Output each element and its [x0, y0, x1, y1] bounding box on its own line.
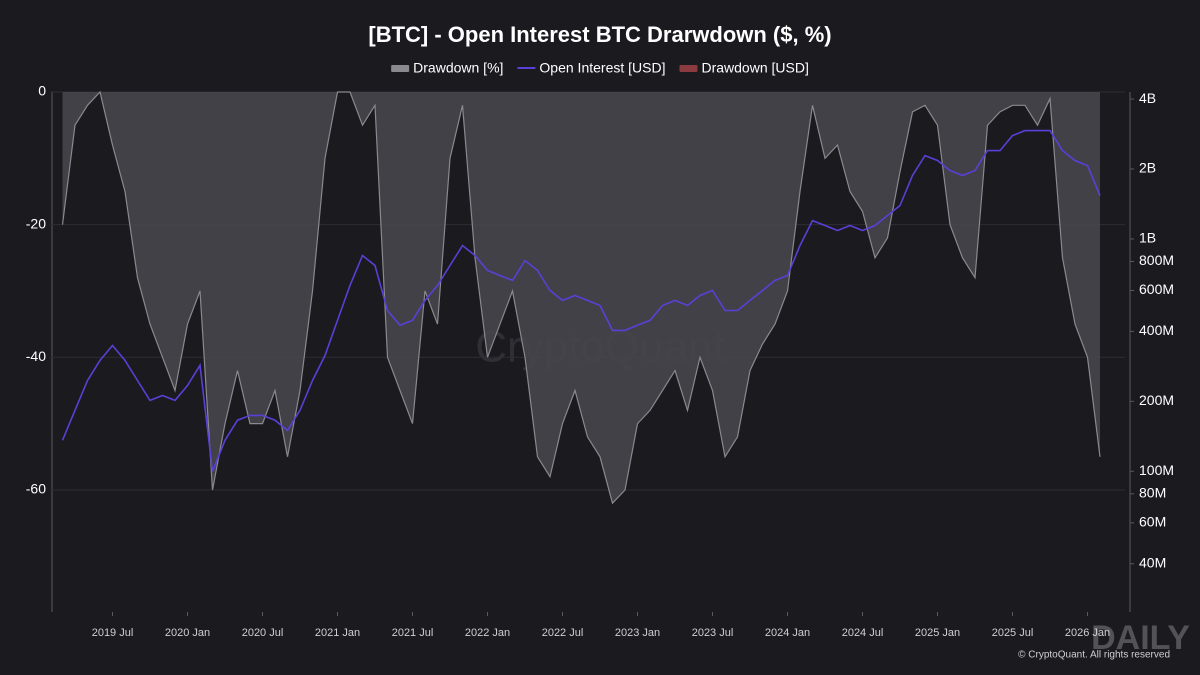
y2-tick-label: 4B [1139, 90, 1156, 106]
plot-area: 0 -20 -40 -60 4B 2B 1B 800M 600M 400M 200M 100M 80M 6… [26, 83, 1174, 639]
y-tick-label: -20 [26, 215, 46, 231]
y2-tick-label: 600M [1139, 281, 1174, 297]
y2-tick-label: 200M [1139, 392, 1174, 408]
y-tick-label: 0 [38, 83, 46, 99]
y2-tick-label: 60M [1139, 514, 1166, 530]
x-tick-label: 2021 Jul [392, 627, 434, 639]
x-tick-label: 2024 Jan [765, 627, 810, 639]
copyright: © CryptoQuant. All rights reserved [1018, 650, 1170, 661]
legend-label: Drawdown [%] [413, 60, 503, 76]
x-tick-label: 2020 Jul [242, 627, 284, 639]
legend-item: Drawdown [%] [391, 60, 503, 76]
legend-swatch [391, 65, 410, 72]
x-tick-label: 2019 Jul [92, 627, 134, 639]
y2-tick-label: 40M [1139, 554, 1166, 570]
x-tick-label: 2023 Jan [615, 627, 660, 639]
chart-title: [BTC] - Open Interest BTC Drarwdown ($, … [368, 22, 831, 47]
open-interest-line [61, 129, 1101, 472]
x-tick-label: 2022 Jul [542, 627, 584, 639]
y2-tick-label: 80M [1139, 485, 1166, 501]
x-tick-label: 2022 Jan [465, 627, 510, 639]
y2-tick-label: 800M [1139, 252, 1174, 268]
x-tick-label: 2025 Jan [915, 627, 960, 639]
x-tick-label: 2025 Jul [992, 627, 1034, 639]
y2-tick-label: 400M [1139, 322, 1174, 338]
y-tick-label: -60 [26, 481, 46, 497]
legend: Drawdown [%] Open Interest [USD] Drawdown … [391, 60, 809, 76]
x-tick-label: 2024 Jul [842, 627, 884, 639]
legend-swatch [679, 65, 698, 72]
x-tick-label: 2026 Jan [1065, 627, 1110, 639]
drawdown-line [61, 90, 1101, 505]
legend-item: Open Interest [USD] [517, 60, 665, 76]
y-tick-label: -40 [26, 348, 46, 364]
y2-tick-label: 1B [1139, 230, 1156, 246]
y2-tick-label: 100M [1139, 462, 1174, 478]
legend-item: Drawdown [USD] [679, 60, 809, 76]
legend-label: Drawdown [USD] [701, 60, 808, 76]
x-tick-label: 2023 Jul [692, 627, 734, 639]
logo: DAILY [1091, 619, 1190, 657]
x-tick-label: 2021 Jan [315, 627, 360, 639]
legend-label: Open Interest [USD] [539, 60, 665, 76]
y2-tick-label: 2B [1139, 160, 1156, 176]
x-tick-label: 2020 Jan [165, 627, 210, 639]
